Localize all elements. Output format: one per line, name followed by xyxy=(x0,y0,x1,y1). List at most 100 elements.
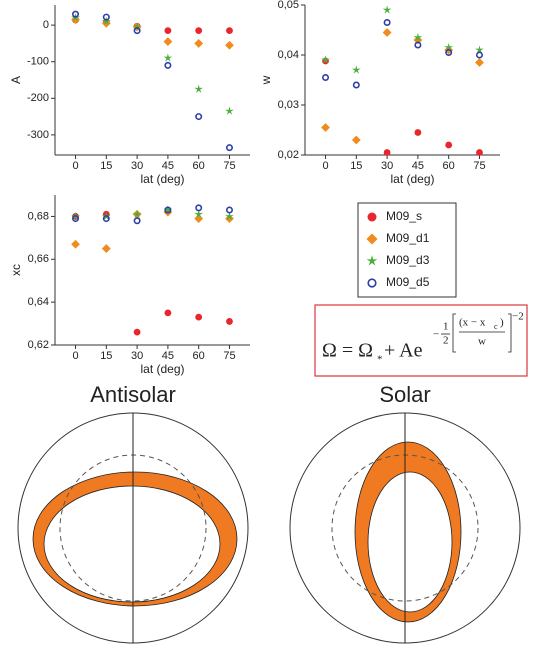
y-tick-label: 0,66 xyxy=(28,253,49,265)
point xyxy=(101,244,111,253)
x-tick-label: 0 xyxy=(72,350,78,362)
formula-lhs: Ω = Ω xyxy=(322,340,373,362)
x-tick-label: 60 xyxy=(193,350,205,362)
point xyxy=(194,214,204,223)
formula-minus: − xyxy=(433,329,439,341)
y-tick-label: 0,03 xyxy=(278,99,299,111)
point xyxy=(133,328,141,336)
point xyxy=(225,106,234,115)
point xyxy=(225,211,234,221)
point xyxy=(102,215,110,223)
point xyxy=(445,48,453,56)
point xyxy=(226,27,233,35)
point xyxy=(225,144,233,152)
scatter-chart: 0,62 0,64 0,66 0,68 0 15 30 45 60 75 lat (deg) xc xyxy=(9,195,250,376)
x-tick-label: 30 xyxy=(131,350,143,362)
y-axis-label: xc xyxy=(9,264,23,276)
y-tick-label: 0,04 xyxy=(278,49,299,61)
point xyxy=(475,51,483,59)
point xyxy=(71,15,80,25)
legend-label: M09_s xyxy=(386,209,422,223)
point xyxy=(133,27,141,35)
x-tick-label: 45 xyxy=(412,160,424,172)
point xyxy=(101,18,111,28)
point xyxy=(102,13,110,21)
legend: M09_s M09_d1 M09_d3 M09_d5 xyxy=(366,209,430,289)
diagram-title: Antisolar xyxy=(90,382,176,407)
point xyxy=(382,28,392,37)
x-axis-label: lat (deg) xyxy=(140,172,184,186)
point xyxy=(321,123,330,132)
point xyxy=(413,32,423,42)
point xyxy=(164,206,172,214)
point xyxy=(383,149,391,156)
legend-label: M09_d1 xyxy=(386,231,430,245)
x-tick-label: 15 xyxy=(100,350,112,362)
x-axis-label: lat (deg) xyxy=(140,362,184,376)
point xyxy=(72,215,80,223)
x-tick-label: 75 xyxy=(223,160,235,172)
x-tick-label: 60 xyxy=(193,160,205,172)
formula-den: w xyxy=(478,336,486,348)
point xyxy=(414,129,422,136)
point xyxy=(101,16,111,26)
y-tick-label: -300 xyxy=(27,129,49,141)
point xyxy=(445,141,453,149)
legend-marker xyxy=(366,255,378,266)
formula-half-num: 1 xyxy=(443,321,449,333)
x-tick-label: 30 xyxy=(131,160,143,172)
rotation-band xyxy=(32,471,238,607)
formula-num-close: ) xyxy=(500,317,504,329)
point xyxy=(475,45,484,54)
formula: Ω = Ω * + Ae − 1 2 (x − x c ) w −2 xyxy=(322,311,524,366)
point xyxy=(444,42,454,52)
point xyxy=(132,209,142,218)
y-tick-label: 0 xyxy=(43,19,49,31)
y-tick-label: -200 xyxy=(27,92,49,104)
point xyxy=(164,27,172,35)
y-tick-label: 0,64 xyxy=(28,296,49,308)
point xyxy=(476,149,483,156)
y-tick-label: 0,05 xyxy=(278,0,299,11)
legend-label: M09_d3 xyxy=(386,253,430,267)
scatter-chart: 0 -100 -200 -300 0 15 30 45 60 75 lat (deg) A xyxy=(9,5,250,186)
x-tick-label: 75 xyxy=(223,350,235,362)
legend-label: M09_d5 xyxy=(386,275,430,289)
formula-box xyxy=(314,304,528,377)
x-tick-label: 0 xyxy=(72,160,78,172)
point xyxy=(72,10,80,18)
point xyxy=(163,53,173,62)
point xyxy=(194,84,204,93)
point xyxy=(195,313,203,321)
formula-half-den: 2 xyxy=(443,335,449,347)
point xyxy=(163,205,173,214)
y-tick-label: 0,68 xyxy=(28,210,49,222)
formula-rest: + Ae xyxy=(384,340,423,362)
point xyxy=(194,209,204,218)
formula-num-sub: c xyxy=(494,322,498,331)
x-tick-label: 30 xyxy=(381,160,393,172)
point xyxy=(383,18,391,26)
point xyxy=(414,41,422,49)
x-tick-label: 45 xyxy=(162,160,174,172)
legend-marker xyxy=(367,278,377,288)
x-tick-label: 60 xyxy=(443,160,455,172)
point xyxy=(195,113,203,121)
point xyxy=(225,206,233,214)
formula-sub: * xyxy=(377,354,383,366)
point xyxy=(351,65,361,74)
x-tick-label: 15 xyxy=(350,160,362,172)
point xyxy=(225,40,234,50)
legend-marker xyxy=(367,212,377,222)
y-axis-label: A xyxy=(9,76,23,84)
point xyxy=(163,37,173,46)
rotation-band xyxy=(354,441,462,623)
scatter-chart: 0,02 0,03 0,04 0,05 0 15 30 45 60 75 lat (deg) w xyxy=(259,0,500,186)
point xyxy=(413,35,423,45)
formula-power: −2 xyxy=(512,311,524,323)
point xyxy=(351,135,361,145)
x-tick-label: 75 xyxy=(473,160,485,172)
point xyxy=(226,318,233,325)
diagram-title: Solar xyxy=(379,382,430,407)
